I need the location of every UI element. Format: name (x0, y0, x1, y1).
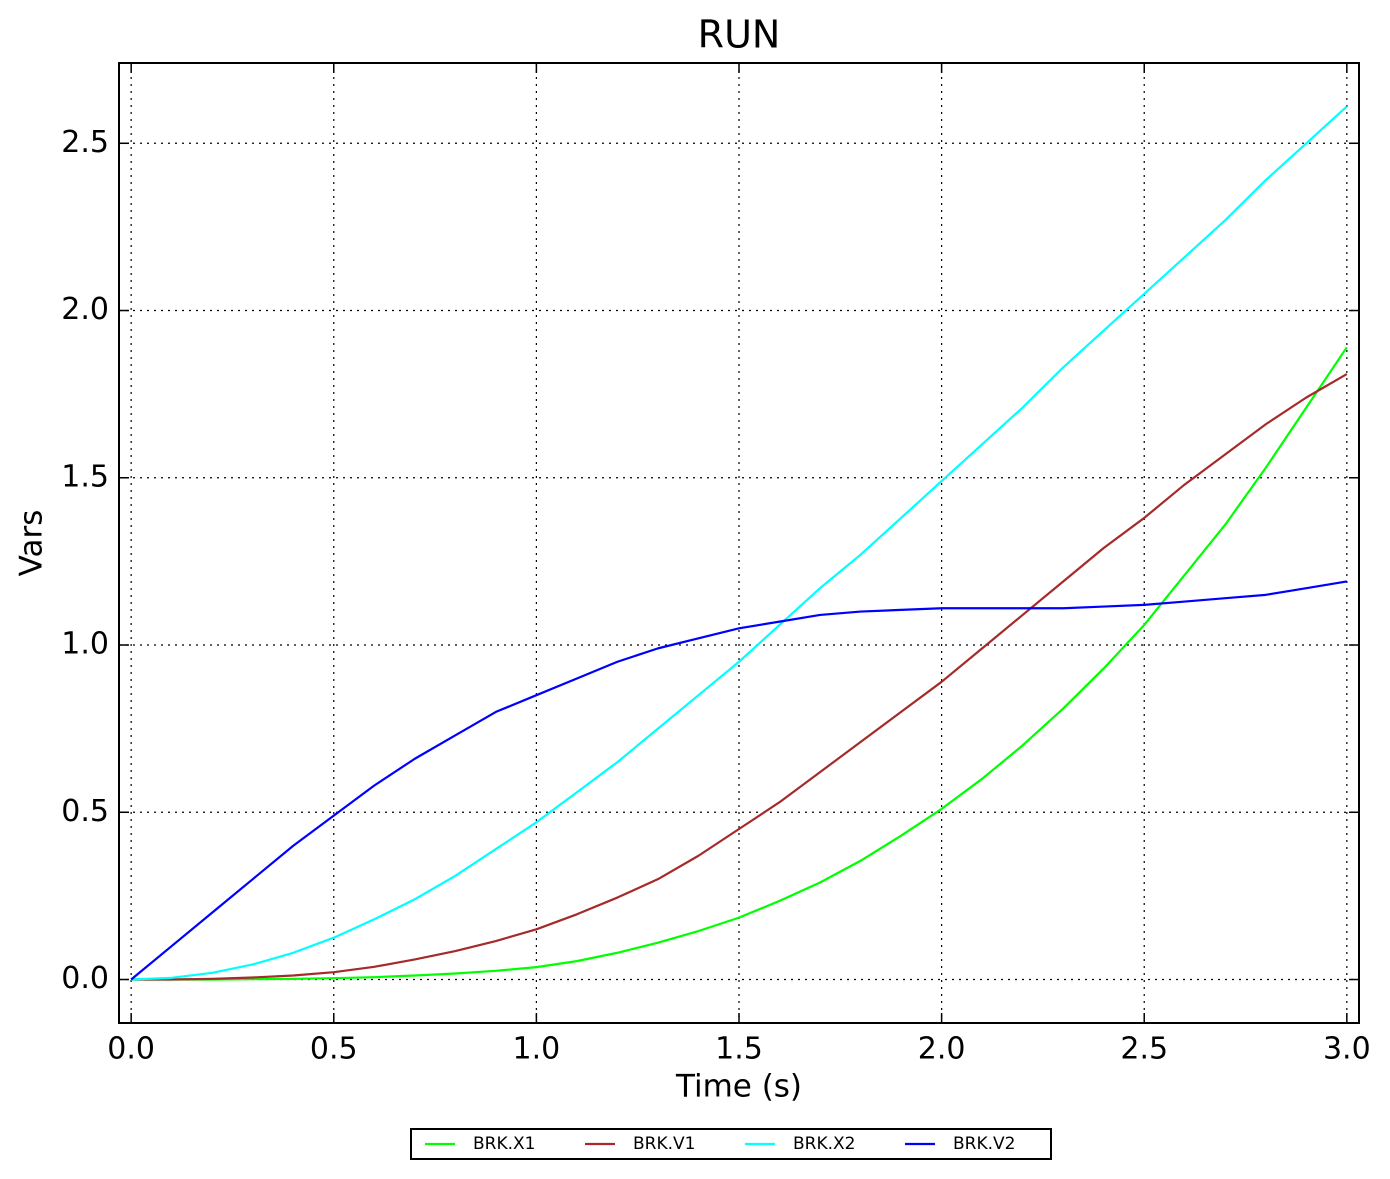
y-tick-label: 0.0 (61, 961, 109, 996)
legend-label: BRK.X2 (793, 1134, 856, 1154)
legend-box (410, 1128, 1052, 1160)
x-tick-label: 0.0 (107, 1032, 155, 1067)
x-tick-label: 2.5 (1120, 1032, 1168, 1067)
legend-label: BRK.X1 (473, 1134, 536, 1154)
y-tick-label: 0.5 (61, 794, 109, 829)
legend-label: BRK.V1 (633, 1134, 695, 1154)
x-tick-label: 1.5 (715, 1032, 763, 1067)
series-line (131, 105, 1348, 981)
x-tick-label: 1.0 (513, 1032, 561, 1067)
chart-title: RUN (698, 13, 781, 57)
y-tick-label: 2.0 (61, 292, 109, 327)
x-tick-label: 3.0 (1323, 1032, 1371, 1067)
y-tick-label: 1.0 (61, 627, 109, 662)
plot-frame (118, 62, 1360, 1024)
series-line (130, 580, 1348, 981)
y-tick-label: 2.5 (61, 125, 109, 160)
legend-label: BRK.V2 (953, 1134, 1015, 1154)
x-tick-label: 0.5 (310, 1032, 358, 1067)
y-axis-label: Vars (14, 510, 50, 577)
series-line (131, 373, 1348, 981)
x-tick-label: 2.0 (918, 1032, 966, 1067)
x-axis-label: Time (s) (675, 1069, 802, 1105)
series-line (131, 346, 1348, 981)
y-tick-label: 1.5 (61, 459, 109, 494)
